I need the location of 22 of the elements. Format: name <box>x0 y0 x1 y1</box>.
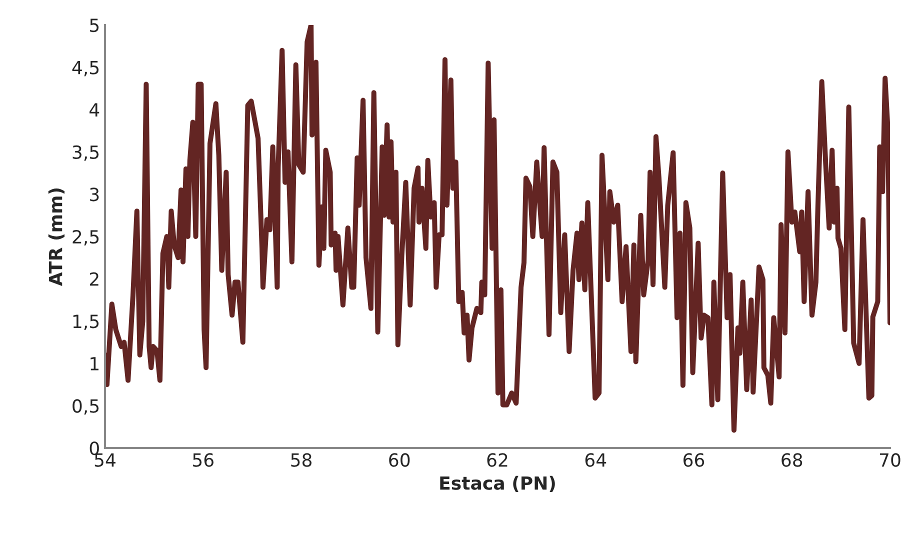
y-tick-label: 4,5 <box>72 60 99 76</box>
y-tick-label: 4 <box>90 103 100 116</box>
x-tick-label: 66 <box>684 453 704 467</box>
x-tick-label: 70 <box>880 453 900 467</box>
x-tick-label: 56 <box>193 453 214 467</box>
x-tick-label: 68 <box>782 453 802 467</box>
y-tick-label: 1,5 <box>73 314 99 330</box>
x-tick-label: 60 <box>389 453 410 467</box>
y-tick-label: 2 <box>90 272 98 286</box>
x-tick-label: 58 <box>291 453 312 467</box>
x-tick-label: 54 <box>94 453 116 467</box>
y-tick-label: 1 <box>90 357 98 370</box>
x-axis-title: Estaca (PN) <box>440 476 555 492</box>
x-tick-label: 62 <box>487 453 508 467</box>
y-axis-title: ATR (mm) <box>48 188 64 286</box>
y-tick-label: 3 <box>90 188 99 202</box>
x-tick-label: 64 <box>585 453 606 467</box>
y-tick-label: 2,5 <box>72 230 99 246</box>
y-tick-label: 3,5 <box>72 145 99 161</box>
y-tick-label: 5 <box>90 18 99 32</box>
y-tick-label: 0,5 <box>72 399 99 415</box>
y-tick-label: 0 <box>90 441 99 456</box>
